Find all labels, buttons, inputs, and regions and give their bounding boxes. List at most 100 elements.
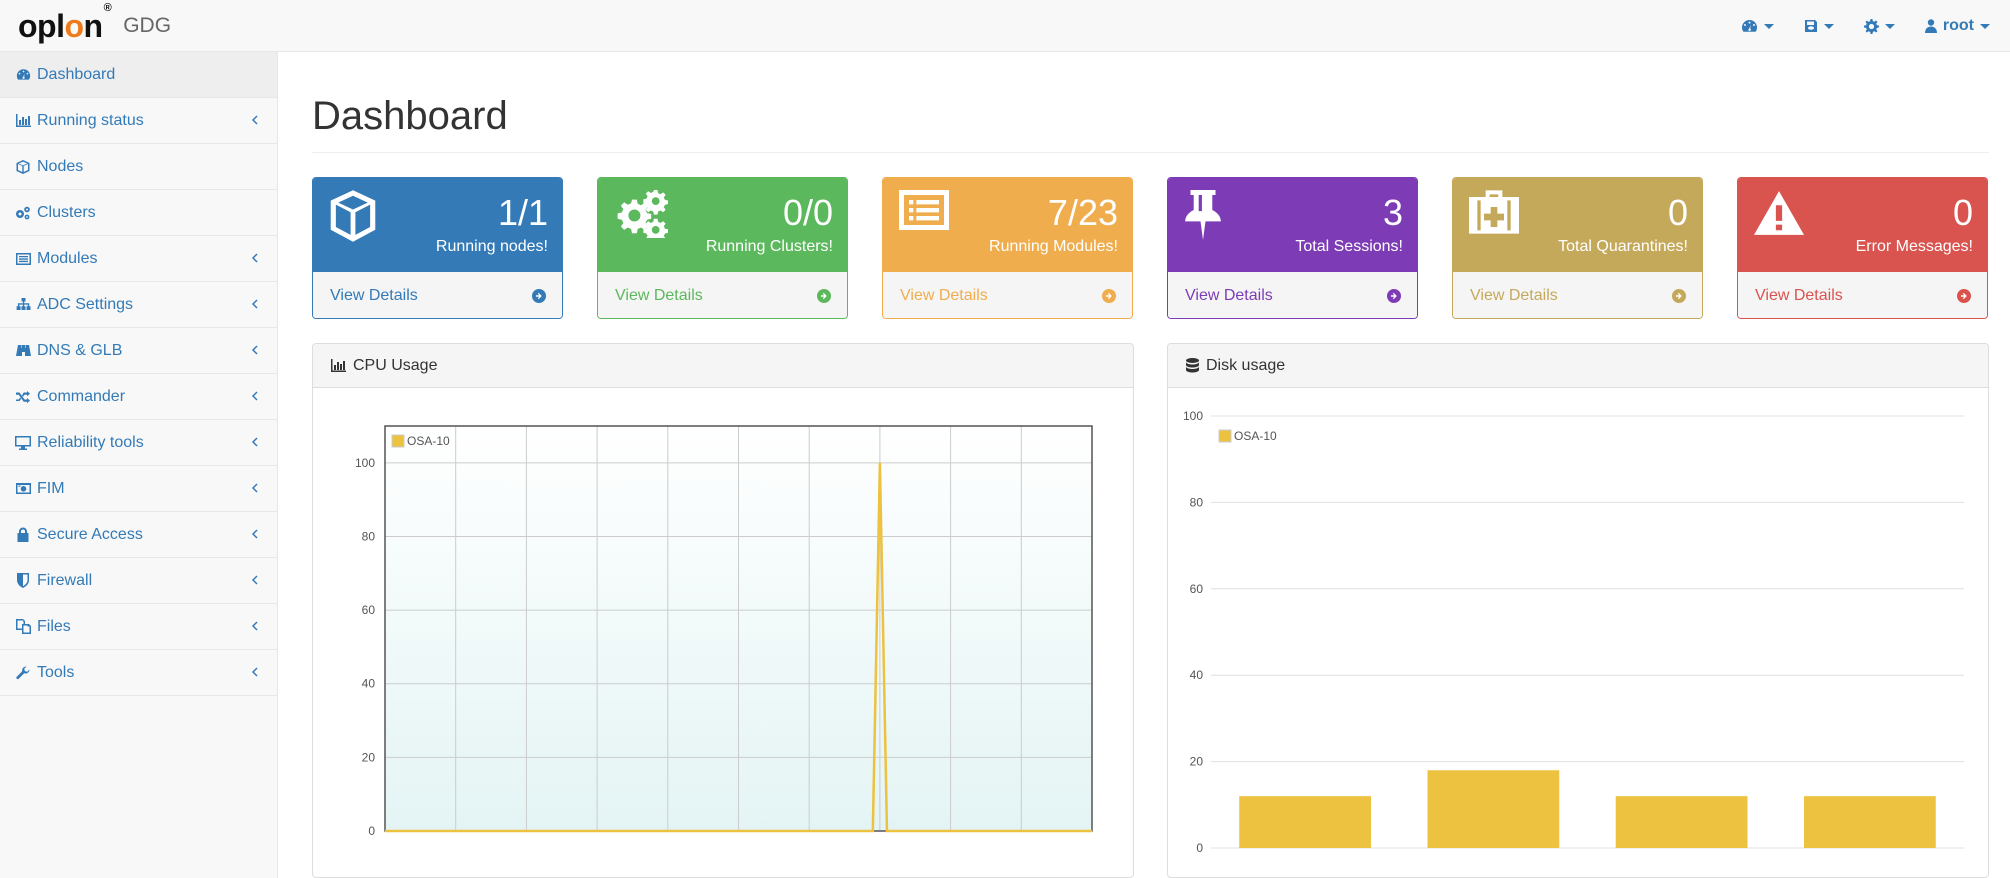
- running-clusters-panel: 0/0 Running Clusters! View Details: [597, 177, 848, 319]
- sidebar-item-firewall[interactable]: Firewall: [0, 558, 277, 604]
- brand-logo[interactable]: oplon® GDG: [18, 2, 171, 44]
- sidebar: Dashboard Running status Nodes Clusters …: [0, 52, 278, 878]
- panel-value: 1/1: [497, 192, 548, 233]
- disk-usage-panel: Disk usage 0 20 40 60 80 100 OSA-10: [1167, 343, 1989, 878]
- running-modules-panel: 7/23 Running Modules! View Details: [882, 177, 1133, 319]
- panel-value: 7/23: [1047, 192, 1118, 233]
- sidebar-item-running-status[interactable]: Running status: [0, 98, 277, 144]
- sidebar-item-modules[interactable]: Modules: [0, 236, 277, 282]
- sidebar-item-label: ADC Settings: [37, 295, 134, 313]
- gear-icon: [1863, 18, 1879, 34]
- sidebar-item-dns-glb[interactable]: DNS & GLB: [0, 328, 277, 374]
- files-icon: [15, 619, 31, 635]
- disk-usage-header: Disk usage: [1168, 344, 1988, 388]
- chevron-left-icon: [247, 297, 261, 311]
- list-alt-icon: [15, 251, 31, 267]
- y-tick-label: 20: [362, 750, 376, 764]
- y-tick-label: 0: [368, 824, 375, 838]
- lock-icon: [15, 527, 31, 543]
- arrow-circle-right-icon: [1957, 289, 1971, 303]
- arrow-circle-right-icon: [532, 289, 546, 303]
- chevron-left-icon: [247, 665, 261, 679]
- cpu-usage-header: CPU Usage: [313, 344, 1133, 388]
- cogs-icon: [15, 205, 31, 221]
- dashboard-menu-toggle[interactable]: [1741, 19, 1774, 33]
- chevron-left-icon: [247, 573, 261, 587]
- panel-value: 0: [1952, 192, 1973, 233]
- arrow-circle-right-icon: [1102, 289, 1116, 303]
- view-details-label: View Details: [330, 287, 418, 304]
- legend-swatch: [391, 434, 405, 448]
- chevron-down-icon: [1823, 23, 1834, 29]
- view-details-label: View Details: [615, 287, 703, 304]
- list-alt-icon: [899, 190, 955, 246]
- sidebar-item-label: Commander: [37, 387, 126, 405]
- sidebar-item-label: DNS & GLB: [37, 341, 123, 359]
- arrow-circle-right-icon: [1672, 289, 1686, 303]
- view-details-link[interactable]: View Details: [598, 272, 847, 318]
- legend-label: OSA-10: [1234, 429, 1277, 443]
- y-tick-label: 100: [355, 456, 375, 470]
- view-details-label: View Details: [1185, 287, 1273, 304]
- arrow-circle-right-icon: [1387, 289, 1401, 303]
- panel-label: Running Modules!: [989, 238, 1118, 255]
- view-details-label: View Details: [900, 287, 988, 304]
- legend-label: OSA-10: [407, 434, 450, 448]
- main-content: Dashboard 1/1 Running nodes! View Detail…: [279, 52, 2010, 878]
- view-details-link[interactable]: View Details: [1738, 272, 1987, 318]
- sidebar-item-commander[interactable]: Commander: [0, 374, 277, 420]
- cpu-usage-chart: 0 20 40 60 80 100 OSA-10: [355, 425, 1093, 838]
- sidebar-item-files[interactable]: Files: [0, 604, 277, 650]
- y-tick-label: 60: [1190, 582, 1204, 596]
- y-tick-label: 40: [1190, 668, 1204, 682]
- warning-icon: [1754, 190, 1810, 246]
- bar: [1803, 796, 1936, 848]
- view-details-link[interactable]: View Details: [1168, 272, 1417, 318]
- view-details-link[interactable]: View Details: [313, 272, 562, 318]
- sidebar-item-adc-settings[interactable]: ADC Settings: [0, 282, 277, 328]
- panel-label: Total Sessions!: [1295, 238, 1403, 255]
- user-menu-toggle[interactable]: root: [1924, 17, 1990, 35]
- bar: [1239, 796, 1372, 848]
- shield-icon: [15, 573, 31, 589]
- panel-value: 0/0: [782, 192, 833, 233]
- y-tick-label: 60: [362, 603, 376, 617]
- view-details-link[interactable]: View Details: [1453, 272, 1702, 318]
- sidebar-item-dashboard[interactable]: Dashboard: [0, 52, 277, 98]
- divider: [312, 152, 1989, 153]
- total-sessions-panel: 3 Total Sessions! View Details: [1167, 177, 1418, 319]
- sidebar-item-label: Clusters: [37, 203, 96, 221]
- save-menu-toggle[interactable]: [1804, 19, 1834, 33]
- sidebar-item-tools[interactable]: Tools: [0, 650, 277, 696]
- panel-label: Running nodes!: [435, 238, 548, 255]
- panel-value: 0: [1667, 192, 1688, 233]
- running-nodes-panel: 1/1 Running nodes! View Details: [312, 177, 563, 319]
- sidebar-item-nodes[interactable]: Nodes: [0, 144, 277, 190]
- sidebar-item-secure-access[interactable]: Secure Access: [0, 512, 277, 558]
- bar-chart-icon: [15, 113, 31, 129]
- sidebar-item-reliability-tools[interactable]: Reliability tools: [0, 420, 277, 466]
- arrow-circle-right-icon: [817, 289, 831, 303]
- total-quarantines-panel: 0 Total Quarantines! View Details: [1452, 177, 1703, 319]
- dashboard-icon: [15, 67, 31, 83]
- cogs-icon: [614, 190, 670, 246]
- chevron-left-icon: [247, 619, 261, 633]
- desktop-icon: [15, 435, 31, 451]
- top-navbar: oplon® GDG root: [0, 0, 2010, 52]
- settings-menu-toggle[interactable]: [1863, 18, 1895, 34]
- sidebar-item-label: Running status: [37, 111, 144, 129]
- dashboard-icon: [1741, 20, 1757, 32]
- sidebar-item-clusters[interactable]: Clusters: [0, 190, 277, 236]
- chevron-left-icon: [247, 481, 261, 495]
- sidebar-item-label: Dashboard: [37, 65, 116, 83]
- panel-label: Total Quarantines!: [1558, 238, 1688, 255]
- disk-usage-chart: 0 20 40 60 80 100 OSA-10: [1183, 409, 1964, 855]
- disk-usage-title: Disk usage: [1206, 356, 1286, 374]
- view-details-label: View Details: [1755, 287, 1843, 304]
- sidebar-item-fim[interactable]: FIM: [0, 466, 277, 512]
- view-details-link[interactable]: View Details: [883, 272, 1132, 318]
- panel-label: Running Clusters!: [705, 238, 833, 255]
- view-details-label: View Details: [1470, 287, 1558, 304]
- y-tick-label: 80: [1190, 495, 1204, 509]
- save-icon: [1804, 20, 1817, 32]
